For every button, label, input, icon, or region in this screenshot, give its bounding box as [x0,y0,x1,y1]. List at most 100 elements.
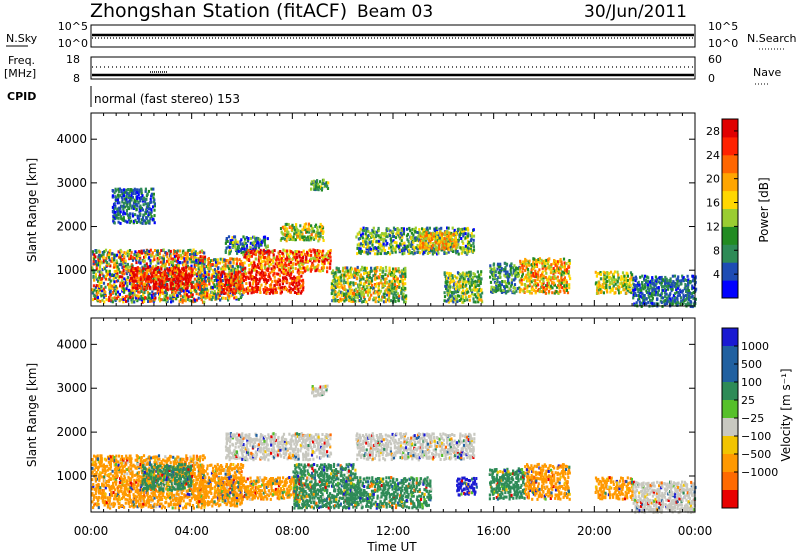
data-cell [287,270,290,274]
data-cell [156,286,159,290]
data-cell [277,272,280,276]
data-cell [387,233,390,236]
data-cell [281,285,284,289]
data-cell [461,240,464,244]
data-cell [322,259,325,263]
data-cell [557,260,560,264]
data-cell [460,231,463,235]
data-cell [215,293,218,297]
data-cell [193,266,196,270]
data-cell [374,230,377,234]
data-cell [243,274,246,278]
data-cell [321,224,324,228]
data-cell [182,249,185,253]
data-cell [241,278,244,282]
data-cell [134,275,138,279]
data-cell [356,291,359,295]
data-cell [603,273,606,277]
data-cell [105,260,108,264]
data-cell [279,263,282,267]
data-cell [651,281,654,285]
data-cell [649,298,652,302]
data-cell [282,248,285,252]
data-cell [118,201,121,205]
data-cell [399,231,402,235]
data-cell [453,296,456,300]
data-cell [472,297,475,301]
data-cell [166,267,169,271]
data-cell [626,279,629,282]
data-cell [361,228,364,232]
data-cell [439,236,442,240]
data-cell [569,277,572,281]
data-cell [294,258,297,262]
data-cell [383,251,386,255]
data-cell [132,285,135,289]
data-cell [120,282,123,286]
data-cell [114,261,117,265]
data-cell [538,288,542,292]
data-cell [240,294,243,298]
data-cell [124,259,127,263]
data-cell [648,287,651,291]
data-cell [132,271,135,275]
data-cell [193,286,196,290]
data-cell [193,277,196,281]
data-cell [644,285,647,289]
data-cell [681,289,684,293]
data-cell [126,278,129,282]
data-cell [452,232,455,236]
data-cell [146,297,149,301]
data-cell [549,284,553,288]
data-cell [552,272,555,276]
data-cell [367,230,370,233]
data-cell [439,229,442,233]
data-cell [213,278,216,282]
data-cell [278,274,282,278]
data-cell [514,276,517,280]
data-cell [243,241,246,244]
data-cell [598,281,601,285]
data-cell [149,286,152,290]
data-cell [309,248,312,252]
data-cell [549,286,552,290]
data-cell [341,297,344,301]
data-cell [308,253,311,257]
data-cell [314,236,318,240]
data-cell [158,252,161,256]
data-cell [690,300,693,304]
data-cell [206,279,209,283]
data-cell [447,273,450,277]
data-cell [510,281,513,285]
data-cell [156,291,159,294]
data-cell [333,288,336,292]
data-cell [117,210,120,214]
data-cell [286,256,289,260]
data-cell [669,303,672,307]
data-cell [112,217,115,221]
data-cell [375,239,378,243]
data-cell [354,295,357,299]
data-cell [372,246,375,250]
data-cell [231,266,235,270]
data-cell [248,281,251,285]
data-cell [268,258,271,262]
data-cell [632,293,635,297]
data-cell [210,298,213,302]
data-cell [398,283,401,286]
data-cell [338,289,341,293]
data-cell [174,250,177,253]
data-cell [279,268,282,272]
data-cell [174,270,177,274]
data-cell [181,261,184,265]
data-cell [460,297,463,301]
data-cell [119,259,123,263]
data-cell [233,235,237,239]
data-cell [263,290,266,294]
data-cell [146,249,149,253]
data-cell [101,268,104,272]
data-cell [368,296,372,300]
data-cell [666,287,670,291]
data-cell [246,291,250,295]
data-cell [680,279,683,283]
